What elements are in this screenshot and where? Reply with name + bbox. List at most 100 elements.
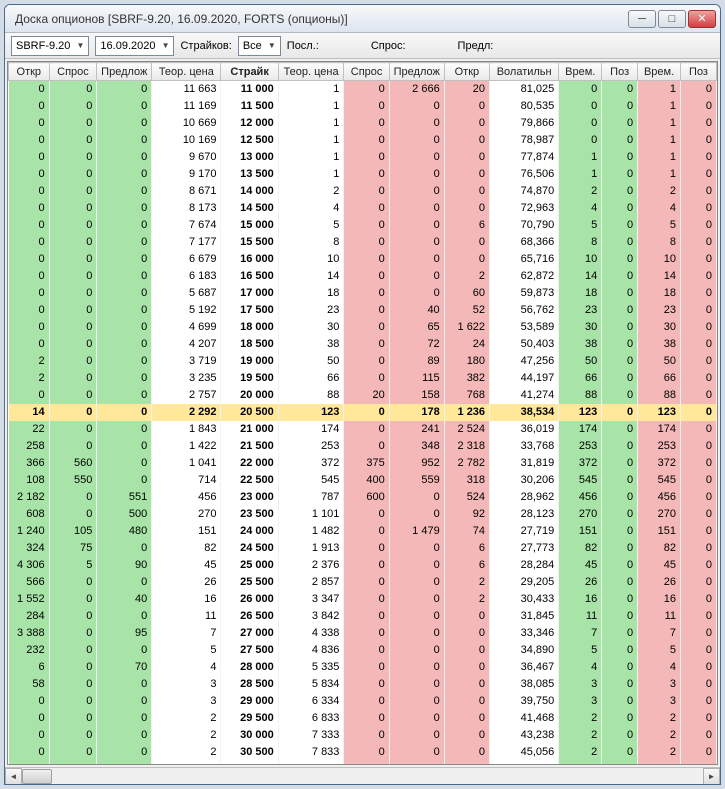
titlebar[interactable]: Доска опционов [SBRF-9.20, 16.09.2020, F… (5, 5, 720, 33)
table-row[interactable]: 1 5520401626 0003 34700230,433160160 (9, 591, 717, 608)
cell: 1 913 (278, 540, 344, 557)
cell: 174 (559, 421, 602, 438)
table-row[interactable]: 2003 71919 0005008918047,256500500 (9, 353, 717, 370)
table-row[interactable]: 00011 16911 500100080,5350010 (9, 98, 717, 115)
minimize-button[interactable]: ─ (628, 10, 656, 28)
table-row[interactable]: 2 182055145623 000787600052428,962456045… (9, 489, 717, 506)
cell: 768 (444, 387, 489, 404)
cell: 253 (559, 438, 602, 455)
table-row[interactable]: 00010 16912 500100078,9870010 (9, 132, 717, 149)
table-row[interactable]: 0006 67916 0001000065,716100100 (9, 251, 717, 268)
cell: 2 (559, 183, 602, 200)
column-header[interactable]: Поз (681, 63, 717, 81)
table-row[interactable]: 0002 75720 000882015876841,274880880 (9, 387, 717, 404)
cell: 76,506 (490, 166, 559, 183)
table-row[interactable]: 23200527 5004 83600034,8905050 (9, 642, 717, 659)
cell: 1 (638, 81, 681, 98)
cell: 27 000 (221, 625, 278, 642)
table-row[interactable]: 22001 84321 00017402412 52436,0191740174… (9, 421, 717, 438)
table-row[interactable]: 14002 29220 50012301781 23638,5341230123… (9, 404, 717, 421)
table-row[interactable]: 1 24010548015124 0001 48201 4797427,7191… (9, 523, 717, 540)
table-row[interactable]: 36656001 04122 0003723759522 78231,81937… (9, 455, 717, 472)
cell: 0 (602, 285, 638, 302)
table-row[interactable]: 284001126 5003 84200031,845110110 (9, 608, 717, 625)
table-row[interactable]: 0008 67114 000200074,8702020 (9, 183, 717, 200)
table-row[interactable]: 608050027023 5001 101009228,12327002700 (9, 506, 717, 523)
table-row[interactable]: 00010 66912 000100079,8660010 (9, 115, 717, 132)
cell: 88 (278, 387, 344, 404)
table-row[interactable]: 3 388095727 0004 33800033,3467070 (9, 625, 717, 642)
cell: 77,874 (490, 149, 559, 166)
cell: 22 000 (221, 455, 278, 472)
table-row[interactable]: 258001 42221 50025303482 31833,768253025… (9, 438, 717, 455)
cell: 0 (444, 115, 489, 132)
column-header[interactable]: Теор. цена (152, 63, 221, 81)
table-row[interactable]: 0009 17013 500100076,5061010 (9, 166, 717, 183)
column-header[interactable]: Поз (602, 63, 638, 81)
cell: 9 170 (152, 166, 221, 183)
column-header[interactable]: Волатильн (490, 63, 559, 81)
cell: 0 (344, 251, 389, 268)
cell: 5 335 (278, 659, 344, 676)
table-row[interactable]: 566002625 5002 85700229,205260260 (9, 574, 717, 591)
column-header[interactable]: Откр (9, 63, 50, 81)
table-row[interactable]: 0004 69918 000300651 62253,589300300 (9, 319, 717, 336)
horizontal-scrollbar[interactable]: ◄ ► (5, 767, 720, 784)
cell: 1 482 (278, 523, 344, 540)
table-row[interactable]: 000231 0008 33300046,9152020 (9, 761, 717, 766)
column-header[interactable]: Предлож (389, 63, 444, 81)
table-row[interactable]: 0005 68717 00018006059,873180180 (9, 285, 717, 302)
close-button[interactable]: ✕ (688, 10, 716, 28)
table-row[interactable]: 00011 66311 000102 6662081,0250010 (9, 81, 717, 98)
strikes-select[interactable]: Все (238, 36, 281, 56)
scroll-thumb[interactable] (22, 769, 52, 784)
scroll-left-button[interactable]: ◄ (5, 768, 22, 785)
table-row[interactable]: 0006 18316 5001400262,872140140 (9, 268, 717, 285)
table-row[interactable]: 0007 17715 500800068,3668080 (9, 234, 717, 251)
table-row[interactable]: 0007 67415 000500670,7905050 (9, 217, 717, 234)
column-header[interactable]: Страйк (221, 63, 278, 81)
column-header[interactable]: Откр (444, 63, 489, 81)
column-header[interactable]: Спрос (49, 63, 97, 81)
options-grid[interactable]: ОткрСпросПредложТеор. ценаСтрайкТеор. це… (7, 61, 718, 765)
column-header[interactable]: Спрос (344, 63, 389, 81)
cell: 2 (638, 183, 681, 200)
table-row[interactable]: 5800328 5005 83400038,0853030 (9, 676, 717, 693)
cell: 0 (444, 642, 489, 659)
cell: 33,768 (490, 438, 559, 455)
column-header[interactable]: Врем. (638, 63, 681, 81)
table-row[interactable]: 0004 20718 500380722450,403380380 (9, 336, 717, 353)
table-row[interactable]: 0009 67013 000100077,8741010 (9, 149, 717, 166)
table-row[interactable]: 6070428 0005 33500036,4674040 (9, 659, 717, 676)
cell: 41,468 (490, 710, 559, 727)
table-row[interactable]: 4 3065904525 0002 37600628,284450450 (9, 557, 717, 574)
table-row[interactable]: 0008 17314 500400072,9634040 (9, 200, 717, 217)
date-select[interactable]: 16.09.2020 (95, 36, 174, 56)
cell: 372 (278, 455, 344, 472)
cell: 372 (638, 455, 681, 472)
table-row[interactable]: 0005 19217 500230405256,762230230 (9, 302, 717, 319)
table-row[interactable]: 000230 0007 33300043,2382020 (9, 727, 717, 744)
cell: 0 (49, 387, 97, 404)
scroll-right-button[interactable]: ► (703, 768, 720, 785)
cell: 0 (344, 625, 389, 642)
table-row[interactable]: 2003 23519 50066011538244,197660660 (9, 370, 717, 387)
cell: 0 (681, 438, 717, 455)
cell: 0 (49, 319, 97, 336)
table-row[interactable]: 000230 5007 83300045,0562020 (9, 744, 717, 761)
maximize-button[interactable]: □ (658, 10, 686, 28)
instrument-select[interactable]: SBRF-9.20 (11, 36, 89, 56)
table-row[interactable]: 3247508224 5001 91300627,773820820 (9, 540, 717, 557)
table-row[interactable]: 108550071422 50054540055931830,206545054… (9, 472, 717, 489)
cell: 50 (559, 353, 602, 370)
cell: 123 (278, 404, 344, 421)
column-header[interactable]: Врем. (559, 63, 602, 81)
column-header[interactable]: Теор. цена (278, 63, 344, 81)
bid-label: Спрос: (371, 40, 406, 52)
column-header[interactable]: Предлож (97, 63, 152, 81)
cell: 28,962 (490, 489, 559, 506)
cell: 13 000 (221, 149, 278, 166)
cell: 0 (602, 149, 638, 166)
table-row[interactable]: 000229 5006 83300041,4682020 (9, 710, 717, 727)
table-row[interactable]: 000329 0006 33400039,7503030 (9, 693, 717, 710)
